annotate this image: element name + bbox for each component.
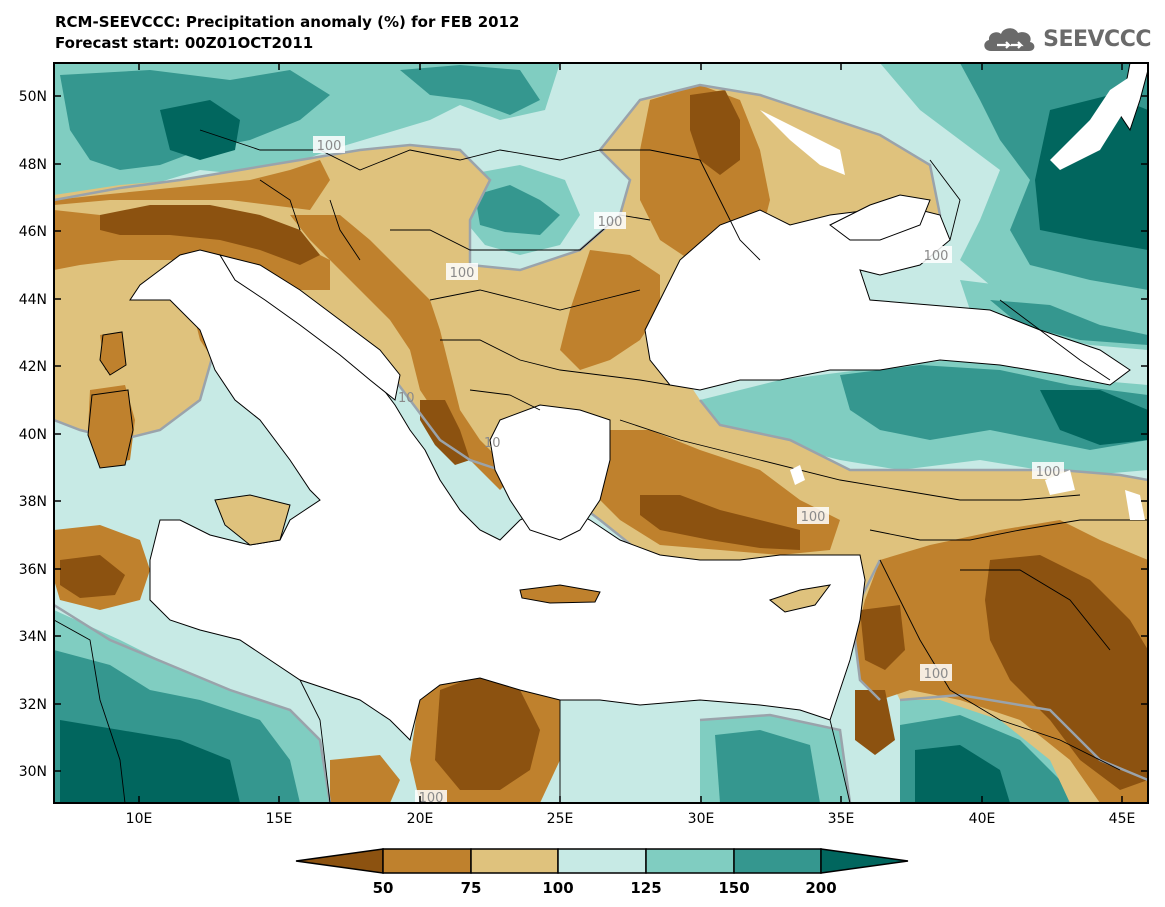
legend-swatch-below-50	[295, 848, 384, 874]
contour-label-box	[594, 212, 626, 229]
contour-label-box	[415, 790, 447, 803]
field-below-50-ukraine	[690, 90, 740, 175]
contour-label-box	[1032, 462, 1064, 479]
map-frame	[53, 62, 1149, 804]
legend-swatch-100-125	[557, 848, 647, 874]
lat-label: 50N	[19, 89, 47, 105]
contour-label: 100	[924, 249, 949, 264]
sea-of-azov	[829, 194, 931, 241]
lon-label: 30E	[688, 811, 715, 827]
lon-label: 15E	[266, 811, 293, 827]
field-below-50-anatolia	[640, 495, 800, 550]
contour-label-box	[446, 263, 478, 280]
contour-label: 100	[924, 667, 949, 682]
field-above-200-tr	[1040, 390, 1148, 445]
lon-label: 10E	[126, 811, 153, 827]
field-below-50-greece	[420, 400, 470, 465]
white-patches	[760, 70, 1145, 520]
cyprus-island	[768, 584, 832, 613]
field-150-200-hu	[475, 185, 560, 235]
legend-swatch-50-75	[382, 848, 472, 874]
contour-label: 100	[1036, 465, 1061, 480]
legend-label: 125	[630, 879, 661, 897]
forecast-start-label: Forecast start: 00Z01OCT2011	[55, 34, 314, 52]
lat-label: 42N	[19, 359, 47, 375]
axis-ticks	[54, 63, 1148, 803]
lat-label: 34N	[19, 629, 47, 645]
field-above-200-ar	[915, 745, 1010, 803]
contour-labels: 100 100 100 100 100 100 100 100 10 10	[313, 136, 1064, 806]
contour-label-box	[313, 136, 345, 153]
colorbar-legend: 50 75 100 125 150 200	[295, 848, 909, 897]
sea-mask	[129, 62, 1149, 741]
field-below-50-levant	[855, 555, 1148, 790]
contour-label: 100	[317, 139, 342, 154]
legend-label: 75	[461, 879, 482, 897]
field-below-50-libya	[435, 675, 540, 790]
contour-label-box	[797, 507, 829, 524]
field-50-75-romania	[560, 250, 660, 370]
lat-label: 40N	[19, 427, 47, 443]
legend-label: 150	[718, 879, 749, 897]
field-50-75-cyrene	[330, 755, 400, 803]
lat-label: 32N	[19, 697, 47, 713]
lon-label: 35E	[828, 811, 855, 827]
black-sea	[644, 204, 1131, 391]
legend-swatch-150-200	[733, 848, 822, 874]
sicily-island	[214, 494, 291, 546]
latitude-axis: 50N 48N 46N 44N 42N 40N 38N 36N 34N 32N …	[19, 89, 47, 780]
contour-label: 100	[598, 215, 623, 230]
lat-label: 38N	[19, 494, 47, 510]
field-above-200-naf	[60, 720, 240, 803]
lon-label: 25E	[547, 811, 574, 827]
corsica-island	[99, 331, 127, 376]
lat-label: 30N	[19, 764, 47, 780]
aegean-sea	[489, 404, 611, 541]
lat-label: 48N	[19, 157, 47, 173]
field-150-200-eg	[715, 730, 820, 803]
field-50-75-dinarides	[290, 215, 520, 490]
contour-label-box	[920, 664, 952, 681]
logo-text: SEEVCCC	[1043, 26, 1151, 52]
adriatic-sea	[218, 254, 401, 401]
legend-swatch-above-200	[820, 848, 909, 874]
lon-label: 45E	[1109, 811, 1136, 827]
map-title: RCM-SEEVCCC: Precipitation anomaly (%) f…	[55, 13, 520, 31]
contour-label: 100	[801, 510, 826, 525]
legend-label: 100	[542, 879, 573, 897]
field-above-200-ne	[1035, 95, 1148, 250]
legend-swatch-75-100	[470, 848, 559, 874]
cloud-icon	[984, 28, 1035, 51]
contour-label: 10	[398, 391, 415, 406]
legend-label: 50	[373, 879, 394, 897]
longitude-axis: 10E 15E 20E 25E 30E 35E 40E 45E	[126, 811, 1136, 827]
field-150-200-cas	[990, 300, 1148, 345]
islands	[87, 331, 832, 613]
contour-label: 100	[450, 266, 475, 281]
legend-label: 200	[805, 879, 836, 897]
lon-label: 40E	[969, 811, 996, 827]
seevccc-logo: SEEVCCC	[981, 22, 1151, 56]
crete-island	[519, 584, 601, 604]
field-below-50-tunisia	[60, 555, 125, 598]
contour-label: 10	[484, 436, 501, 451]
contour-label-box	[920, 246, 952, 263]
sardinia-island	[87, 389, 134, 469]
lon-label: 20E	[407, 811, 434, 827]
field-150-200-n	[400, 65, 540, 115]
lat-label: 44N	[19, 292, 47, 308]
lat-label: 46N	[19, 224, 47, 240]
lat-label: 36N	[19, 562, 47, 578]
field-below-50-alps	[100, 205, 320, 265]
legend-swatch-125-150	[645, 848, 735, 874]
